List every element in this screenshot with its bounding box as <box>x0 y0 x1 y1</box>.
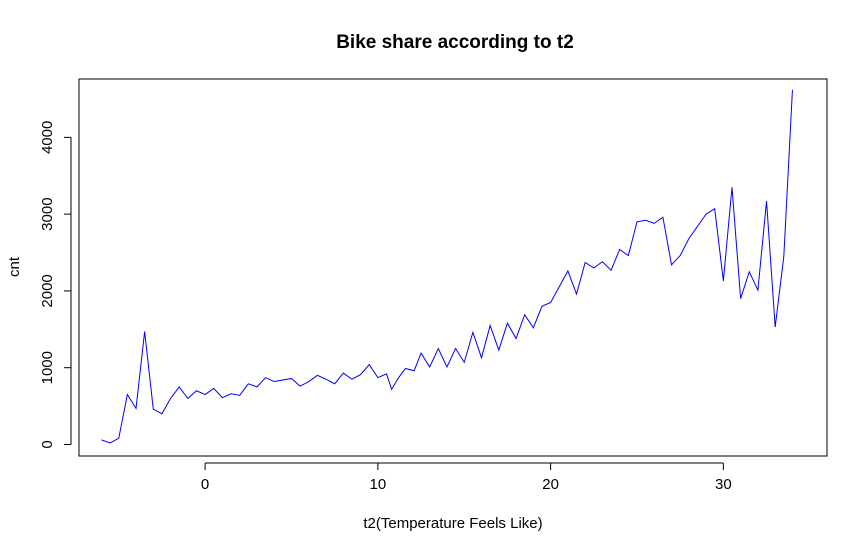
y-axis-label: cnt <box>6 256 23 277</box>
plot-area-border <box>78 78 828 457</box>
x-axis: 0 10 20 30 <box>201 462 732 493</box>
y-tick-label: 2000 <box>39 274 56 307</box>
y-tick-label: 4000 <box>39 121 56 154</box>
series-line-0 <box>101 89 793 444</box>
x-tick-label: 0 <box>201 476 209 493</box>
chart-title: Bike share according to t2 <box>336 32 574 53</box>
y-tick-label: 3000 <box>39 197 56 230</box>
x-axis-label: t2(Temperature Feels Like) <box>363 515 542 532</box>
x-tick-label: 30 <box>715 476 732 493</box>
series-layer <box>101 89 793 444</box>
x-tick-label: 10 <box>370 476 387 493</box>
y-axis: 0 1000 2000 3000 4000 <box>39 121 72 449</box>
x-tick-label: 20 <box>542 476 559 493</box>
y-tick-label: 1000 <box>39 351 56 384</box>
y-tick-label: 0 <box>39 440 56 448</box>
